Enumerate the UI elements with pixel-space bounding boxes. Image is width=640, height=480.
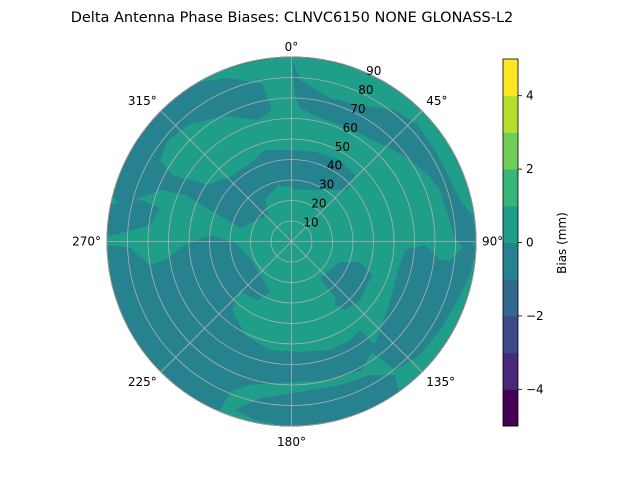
colorbar: −4 −2 0 2 4 Bias (mm) — [502, 58, 569, 427]
colorbar-segment — [503, 389, 518, 427]
azimuth-tick-label: 90° — [482, 235, 503, 249]
radial-tick-label: 50 — [335, 140, 350, 154]
colorbar-tick-label: −4 — [526, 382, 544, 396]
contour-band-minus1-to-0 — [107, 58, 476, 426]
polar-grid — [106, 56, 477, 427]
colorbar-tick-label: 2 — [526, 162, 534, 176]
grid-spoke — [291, 241, 423, 373]
colorbar-segments — [503, 59, 518, 427]
azimuth-tick-label: 45° — [426, 94, 447, 108]
grid-spoke — [291, 110, 423, 242]
colorbar-segment — [503, 169, 518, 207]
colorbar-label: Bias (mm) — [555, 212, 569, 274]
colorbar-segment — [503, 205, 518, 243]
radial-tick-label: 10 — [303, 216, 318, 230]
colorbar-tick-label: −2 — [526, 309, 544, 323]
polar-plot-area: 10 20 30 40 50 60 70 80 90 0° 45° 90° 135° 180° 225° 2… — [72, 40, 503, 449]
radial-tick-label: 30 — [319, 178, 334, 192]
grid-spoke — [160, 241, 292, 373]
radial-tick-label: 40 — [327, 159, 342, 173]
colorbar-tick-label: 4 — [526, 89, 534, 103]
azimuth-tick-label: 0° — [285, 40, 299, 54]
azimuth-tick-label: 225° — [128, 375, 157, 389]
colorbar-segment — [503, 352, 518, 390]
radial-tick-label: 20 — [311, 197, 326, 211]
colorbar-segment — [503, 279, 518, 317]
grid-spoke — [160, 110, 292, 242]
colorbar-segment — [503, 95, 518, 133]
azimuth-tick-label: 315° — [128, 94, 157, 108]
colorbar-segment — [503, 132, 518, 170]
colorbar-ticks: −4 −2 0 2 4 — [518, 89, 544, 396]
colorbar-segment — [503, 59, 518, 97]
chart-title: Delta Antenna Phase Biases: CLNVC6150 NO… — [71, 10, 514, 26]
azimuth-tick-label: 270° — [72, 235, 101, 249]
azimuth-tick-labels: 0° 45° 90° 135° 180° 225° 270° 315° — [72, 40, 503, 449]
radial-tick-labels: 10 20 30 40 50 60 70 80 90 — [303, 64, 381, 230]
radial-tick-label: 70 — [350, 102, 365, 116]
colorbar-tick-label: 0 — [526, 236, 534, 250]
azimuth-tick-label: 135° — [426, 375, 455, 389]
radial-tick-label: 60 — [343, 121, 358, 135]
colorbar-segment — [503, 242, 518, 280]
colorbar-segment — [503, 315, 518, 354]
azimuth-tick-label: 180° — [277, 435, 306, 449]
radial-tick-label: 80 — [358, 83, 373, 97]
radial-tick-label: 90 — [366, 64, 381, 78]
